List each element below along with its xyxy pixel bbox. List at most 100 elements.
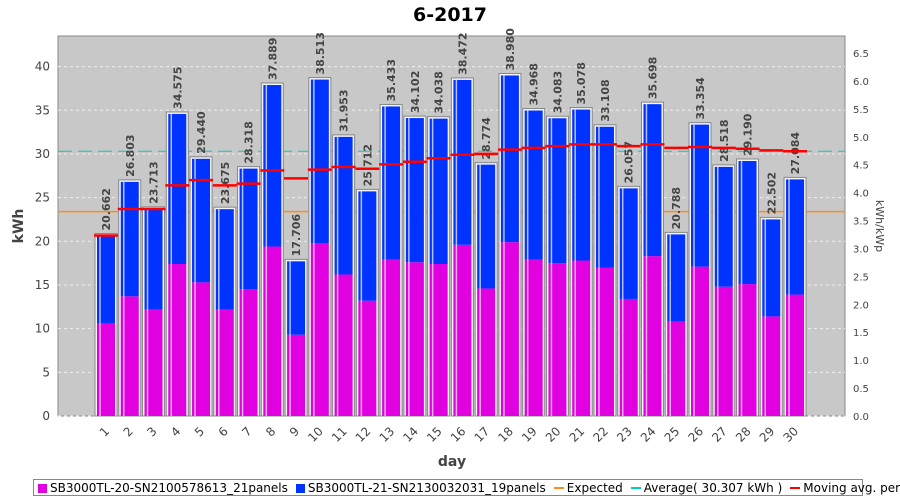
bar-value-label: 31.953 bbox=[338, 89, 351, 131]
y2-tick-label: 2.5 bbox=[853, 272, 869, 283]
legend-item-expected: Expected bbox=[553, 481, 623, 495]
x-tick-label: 12 bbox=[353, 424, 374, 445]
bar-value-label: 33.108 bbox=[599, 79, 612, 121]
bar-value-label: 35.698 bbox=[646, 57, 659, 99]
bar-series1 bbox=[667, 321, 686, 416]
bar-series2 bbox=[358, 191, 377, 301]
chart-svg: 6-2017 05101520253035400.00.51.01.52.02.… bbox=[11, 4, 886, 470]
y2-tick-label: 4.0 bbox=[853, 189, 869, 200]
bar-value-label: 35.078 bbox=[575, 62, 588, 104]
bar-series2 bbox=[500, 75, 519, 243]
y2-tick-label: 3.5 bbox=[853, 217, 869, 228]
y-axis-label: kWh bbox=[11, 209, 27, 244]
bar-series2 bbox=[382, 106, 401, 260]
bar-value-label: 33.354 bbox=[694, 77, 707, 120]
x-axis-label: day bbox=[438, 454, 466, 470]
bar-series1 bbox=[97, 323, 115, 416]
x-tick-label: 7 bbox=[239, 424, 254, 439]
legend-item-average: Average( 30.307 kWh ) bbox=[630, 481, 782, 495]
bar-series1 bbox=[453, 244, 472, 416]
bar-series2 bbox=[572, 109, 591, 261]
bar-series1 bbox=[619, 298, 638, 416]
y2-tick-label: 1.0 bbox=[853, 356, 869, 367]
bar-series1 bbox=[738, 284, 757, 416]
x-tick-label: 6 bbox=[216, 424, 231, 439]
chart-title: 6-2017 bbox=[413, 4, 487, 26]
x-tick-label: 15 bbox=[424, 424, 445, 445]
x-tick-label: 8 bbox=[263, 424, 278, 439]
bar-series2 bbox=[97, 235, 115, 324]
bar-series2 bbox=[691, 124, 709, 267]
bar-series2 bbox=[453, 79, 472, 245]
bar-value-label: 38.513 bbox=[314, 32, 327, 74]
bar-value-label: 20.788 bbox=[670, 187, 683, 229]
bar-series1 bbox=[168, 264, 187, 416]
bar-series2 bbox=[738, 161, 757, 285]
bar-value-label: 22.502 bbox=[765, 172, 778, 214]
bar-value-label: 34.102 bbox=[409, 71, 422, 113]
bar-series2 bbox=[714, 166, 733, 287]
bar-series2 bbox=[310, 79, 329, 244]
legend: SB3000TL-20-SN2100578613_21panels SB3000… bbox=[33, 479, 900, 496]
bar-series1 bbox=[192, 282, 211, 416]
bar-series1 bbox=[382, 259, 401, 416]
bar-series1 bbox=[500, 242, 519, 416]
x-tick-label: 4 bbox=[168, 424, 183, 439]
bar-value-label: 26.057 bbox=[623, 141, 636, 183]
bar-series2 bbox=[405, 118, 424, 263]
x-tick-label: 26 bbox=[685, 424, 706, 445]
x-tick-label: 13 bbox=[377, 424, 398, 445]
bar-series1 bbox=[239, 289, 258, 416]
x-tick-label: 24 bbox=[638, 424, 659, 445]
x-tick-label: 11 bbox=[329, 424, 350, 445]
y2-tick-label: 4.5 bbox=[853, 161, 869, 172]
y2-tick-label: 3.0 bbox=[853, 244, 869, 255]
bar-series2 bbox=[477, 164, 496, 289]
y2-tick-label: 2.0 bbox=[853, 300, 869, 311]
x-tick-label: 3 bbox=[144, 424, 159, 439]
bar-value-label: 17.706 bbox=[290, 214, 303, 257]
bar-series1 bbox=[429, 264, 448, 416]
bar-series1 bbox=[144, 309, 163, 416]
bar-series1 bbox=[524, 259, 543, 416]
bar-value-label: 28.318 bbox=[243, 121, 256, 163]
y-tick-label: 10 bbox=[35, 322, 50, 336]
bar-series2 bbox=[548, 118, 567, 264]
bar-series1 bbox=[405, 262, 424, 416]
y2-tick-label: 5.5 bbox=[853, 105, 869, 116]
bar-value-label: 25.712 bbox=[361, 144, 374, 186]
bar-series2 bbox=[144, 208, 163, 310]
bar-series2 bbox=[168, 113, 187, 264]
bar-value-label: 34.968 bbox=[528, 63, 541, 105]
bar-series1 bbox=[548, 263, 567, 416]
x-tick-label: 28 bbox=[733, 424, 754, 445]
bar-value-label: 27.084 bbox=[789, 132, 802, 175]
bar-value-label: 29.440 bbox=[195, 111, 208, 154]
bar-series1 bbox=[477, 288, 496, 416]
bar-series1 bbox=[310, 243, 329, 416]
bar-value-label: 23.713 bbox=[148, 161, 161, 203]
bar-series2 bbox=[786, 179, 805, 295]
bar-value-label: 23.675 bbox=[219, 162, 232, 204]
y2-tick-label: 0.0 bbox=[853, 412, 869, 423]
bar-value-label: 35.433 bbox=[385, 59, 398, 101]
legend-item-series1: SB3000TL-20-SN2100578613_21panels bbox=[38, 481, 288, 495]
bar-value-label: 38.980 bbox=[504, 28, 517, 71]
bar-series2 bbox=[334, 136, 353, 275]
bar-series2 bbox=[120, 181, 139, 297]
bar-series2 bbox=[239, 168, 258, 290]
x-tick-label: 9 bbox=[287, 424, 302, 439]
bar-series1 bbox=[120, 296, 139, 416]
y-tick-label: 30 bbox=[35, 147, 50, 161]
x-tick-label: 10 bbox=[305, 424, 326, 445]
bar-series2 bbox=[263, 85, 282, 247]
bar-series2 bbox=[667, 234, 686, 322]
bar-series1 bbox=[714, 286, 733, 416]
x-tick-label: 19 bbox=[519, 424, 540, 445]
bar-value-label: 34.038 bbox=[433, 71, 446, 113]
x-tick-label: 14 bbox=[400, 424, 421, 445]
bar-series1 bbox=[263, 246, 282, 416]
bar-series1 bbox=[358, 300, 377, 416]
bar-value-label: 37.889 bbox=[266, 38, 279, 80]
